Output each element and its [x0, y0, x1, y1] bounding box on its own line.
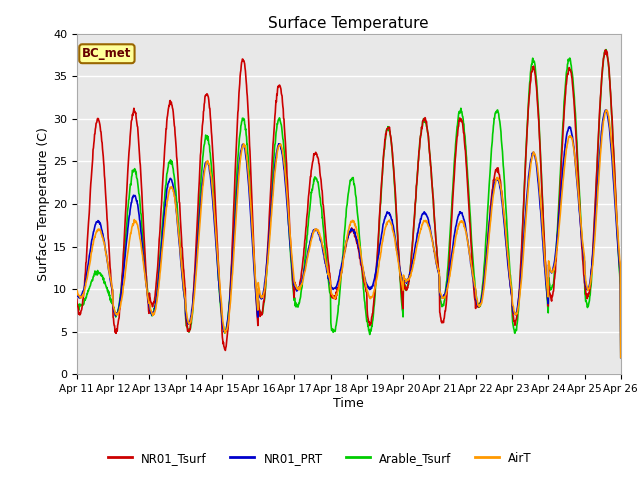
- Y-axis label: Surface Temperature (C): Surface Temperature (C): [37, 127, 50, 281]
- X-axis label: Time: Time: [333, 397, 364, 410]
- Title: Surface Temperature: Surface Temperature: [269, 16, 429, 31]
- Text: BC_met: BC_met: [82, 47, 132, 60]
- Legend: NR01_Tsurf, NR01_PRT, Arable_Tsurf, AirT: NR01_Tsurf, NR01_PRT, Arable_Tsurf, AirT: [104, 447, 536, 469]
